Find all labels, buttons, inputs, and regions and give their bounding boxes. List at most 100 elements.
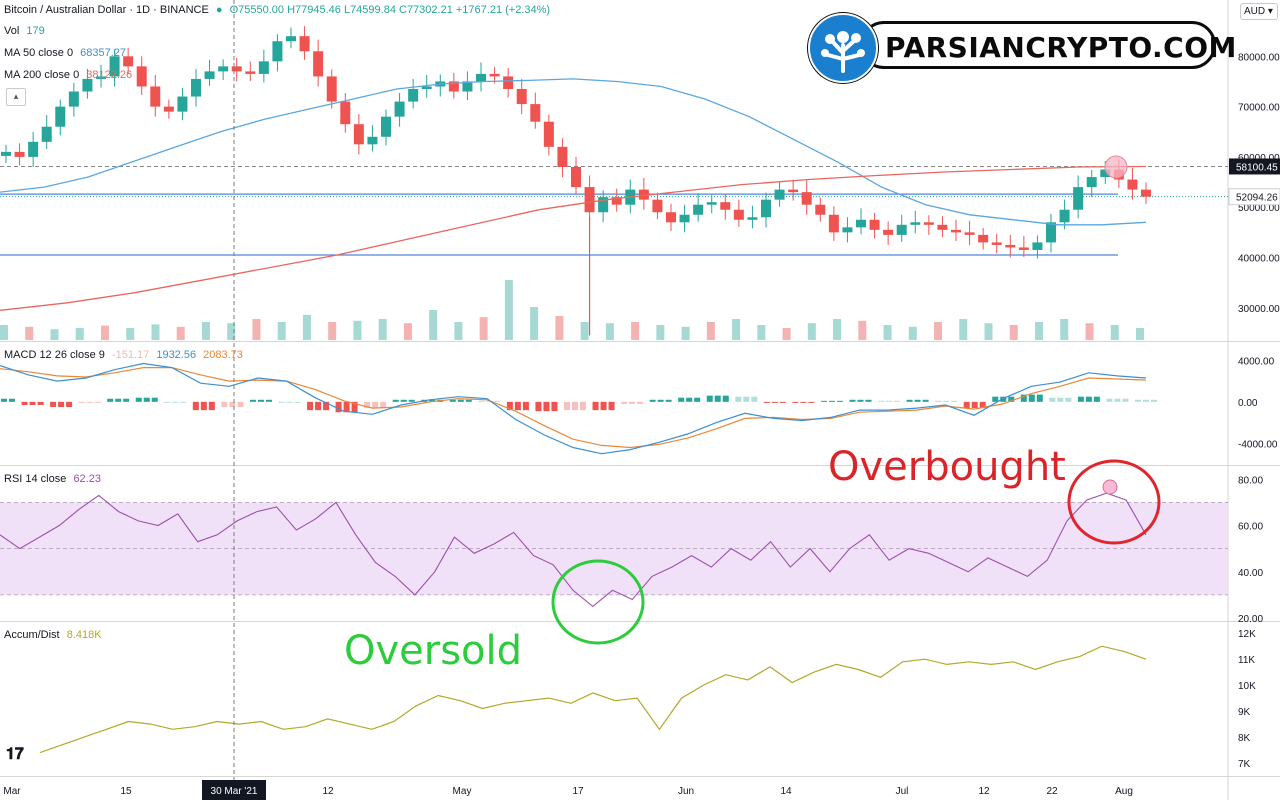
time-tick-label: 17 [572, 786, 584, 797]
macd-histogram-bar [351, 401, 358, 413]
candle-body [951, 229, 961, 233]
parsiancrypto-logo: PARSIANCRYPTO.COM [808, 13, 1236, 83]
volume-bar [479, 317, 488, 340]
rsi-legend[interactable]: RSI 14 close 62.23 [4, 473, 105, 485]
candle-body [788, 189, 799, 193]
macd-histogram-bar [629, 401, 636, 404]
candle-body [326, 76, 337, 102]
macd-histogram-bar [771, 401, 778, 403]
volume-bar [908, 326, 917, 340]
candle-body [774, 189, 785, 200]
macd-histogram-bar [694, 397, 701, 402]
overbought-annotation: Overbought [828, 444, 1066, 490]
candle-body [191, 78, 201, 97]
macd-histogram-bar [637, 401, 644, 404]
oversold-circle [551, 559, 645, 645]
volume-bar [934, 322, 943, 340]
macd-histogram-bar [1036, 394, 1043, 402]
crosshair-date-label: 30 Mar '21 [211, 786, 258, 797]
macd-histogram-bar [722, 395, 729, 402]
vol-value: 179 [26, 25, 45, 37]
macd-histogram-bar [66, 401, 73, 408]
ma50-legend[interactable]: MA 50 close 0 68357.27 [4, 47, 130, 59]
volume-bar [176, 326, 185, 340]
macd-histogram-bar [506, 401, 513, 411]
macd-histogram-bar [286, 401, 293, 403]
symbol-title: Bitcoin / Australian Dollar · 1D · BINAN… [4, 4, 209, 16]
candle-body [543, 121, 554, 147]
volume-bar [75, 328, 84, 340]
candle-body [340, 101, 351, 125]
candle-body [41, 126, 52, 142]
candle-body [842, 227, 853, 233]
rsi-line [0, 492, 1147, 608]
candle-body [1073, 187, 1084, 210]
candle-body [666, 212, 676, 223]
macd-legend[interactable]: MACD 12 26 close 9 -151.17 1932.56 2083.… [4, 349, 247, 361]
volume-bar [530, 307, 539, 340]
overbought-circle [1067, 459, 1161, 545]
time-tick-label: Jun [678, 786, 694, 797]
macd-histogram-bar [115, 398, 122, 402]
ad-tick-label: 8K [1238, 733, 1251, 744]
candle-body [136, 66, 147, 87]
candle-body [747, 217, 758, 220]
macd-histogram-bar [151, 397, 158, 402]
volume-bar [378, 319, 387, 340]
candle-body [991, 242, 1002, 245]
tradingview-logo-icon[interactable]: 𝟏𝟕 [6, 746, 24, 763]
volume-bar [757, 325, 766, 340]
ad-legend[interactable]: Accum/Dist 8.418K [4, 629, 106, 641]
volume-bar [429, 310, 438, 340]
volume-bar [833, 319, 842, 340]
volume-bar [1060, 319, 1069, 340]
macd-histogram-bar [307, 401, 314, 411]
candle-body [1127, 179, 1138, 190]
price-label-last-box [1228, 188, 1280, 206]
macd-histogram-bar [29, 401, 36, 405]
macd-histogram-bar [78, 401, 85, 403]
macd-histogram-bar [751, 396, 758, 402]
collapse-legend-button[interactable]: ▴ [6, 88, 26, 106]
candle-body [652, 199, 663, 213]
volume-bar [302, 314, 311, 340]
macd-histogram-bar [315, 401, 322, 411]
candle-body [394, 101, 405, 117]
candle-body [204, 71, 215, 79]
volume-bar [504, 280, 513, 340]
macd-histogram-bar [1020, 394, 1027, 402]
logo-pill: PARSIANCRYPTO.COM [860, 21, 1236, 69]
candle-body [367, 136, 378, 145]
macd-histogram-bar [208, 401, 215, 411]
macd-histogram-bar [1077, 396, 1084, 402]
ad-line [39, 645, 1147, 754]
volume-bar [1009, 325, 1018, 340]
macd-histogram-bar [107, 398, 114, 402]
candle-body [910, 222, 921, 225]
macd-histogram-bar [686, 397, 693, 402]
macd-histogram-bar [1000, 396, 1007, 402]
time-tick-label: 12 [978, 786, 990, 797]
candle-body [489, 73, 500, 77]
volume-bar [959, 319, 968, 340]
time-tick-label: Aug [1115, 786, 1133, 797]
volume-bar [656, 325, 665, 340]
macd-histogram-bar [849, 399, 856, 402]
volume-bar [631, 322, 640, 340]
macd-line-value: 1932.56 [156, 349, 197, 361]
macd-histogram-bar [343, 401, 350, 413]
candle-body [163, 106, 174, 112]
ma200-legend[interactable]: MA 200 close 0 38122.26 [4, 69, 136, 81]
volume-bar [151, 324, 160, 340]
candle-body [28, 141, 39, 157]
candle-body [856, 219, 866, 228]
macd-histogram-bar [257, 399, 264, 402]
candle-body [801, 192, 812, 205]
currency-button[interactable]: AUD ▾ [1240, 3, 1278, 20]
macd-histogram-bar [592, 401, 599, 411]
macd-histogram-bar [1093, 396, 1100, 402]
macd-histogram-bar [164, 401, 171, 403]
vol-legend[interactable]: Vol 179 [4, 25, 49, 37]
